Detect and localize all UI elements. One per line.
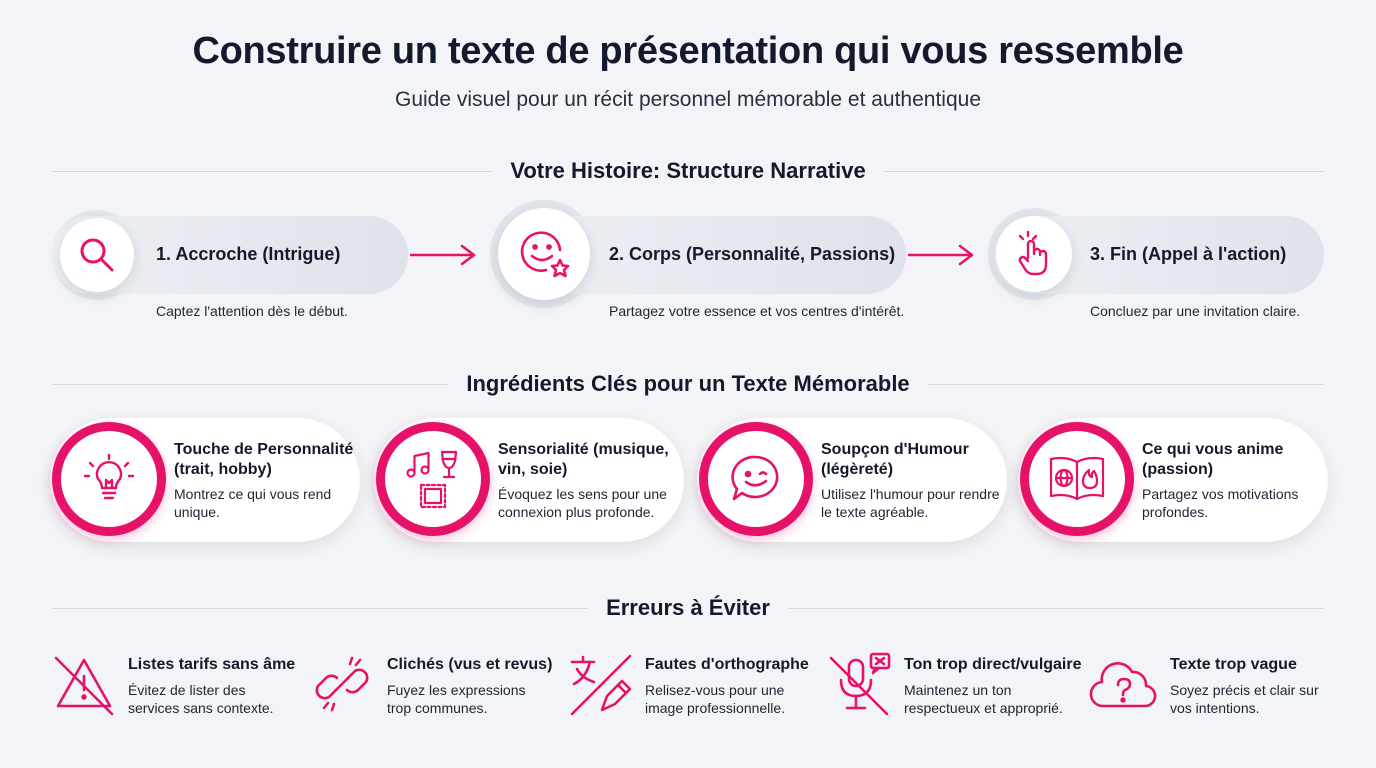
ingredient-title: Ce qui vous anime (passion) — [1142, 441, 1284, 478]
ingredient-card-personality: Touche de Personnalité (trait, hobby) Mo… — [50, 418, 360, 542]
errors-heading-label: Erreurs à Éviter — [606, 595, 770, 620]
ingredient-title: Sensorialité (musique, vin, soie) — [498, 441, 669, 478]
step-2-description: Partagez votre essence et vos centres d'… — [609, 303, 905, 319]
error-title: Ton trop direct/vulgaire — [904, 656, 1082, 673]
error-description: Relisez-vous pour une image professionne… — [645, 682, 786, 716]
open-book-icon — [1049, 456, 1105, 501]
step-3-title: 3. Fin (Appel à l'action) — [1090, 244, 1287, 264]
error-description: Fuyez les expressions trop communes. — [387, 682, 526, 716]
divider-right — [787, 607, 1324, 609]
page-title: Construire un texte de présentation qui … — [192, 30, 1184, 72]
ingredient-icon-ring — [699, 422, 813, 536]
ingredient-description: Évoquez les sens pour une connexion plus… — [498, 486, 667, 520]
tap-hand-icon — [1018, 230, 1048, 276]
ingredient-card-sensory: Sensorialité (musique, vin, soie) Évoque… — [374, 418, 684, 542]
ingredient-icon-ring — [52, 422, 166, 536]
error-description: Évitez de lister des services sans conte… — [128, 682, 274, 716]
step-2-title: 2. Corps (Personnalité, Passions) — [609, 244, 896, 264]
step-1-title: 1. Accroche (Intrigue) — [156, 244, 341, 264]
error-title: Listes tarifs sans âme — [128, 656, 296, 673]
step-3-description: Concluez par une invitation claire. — [1090, 303, 1301, 319]
step-1-icon-circle — [52, 210, 142, 300]
cloud-question-icon — [1089, 662, 1157, 708]
page-subtitle: Guide visuel pour un récit personnel mém… — [394, 88, 982, 111]
step-1-description: Captez l'attention dès le début. — [156, 303, 348, 319]
error-item-tone: Ton trop direct/vulgaire Maintenez un to… — [827, 652, 1087, 722]
ingredients-section-heading: Ingrédients Clés pour un Texte Mémorable — [52, 369, 1324, 399]
error-title: Texte trop vague — [1170, 656, 1297, 673]
magnifier-icon — [80, 238, 114, 272]
divider-left — [52, 383, 449, 385]
divider-right — [883, 170, 1324, 172]
ingredient-card-passion: Ce qui vous anime (passion) Partagez vos… — [1018, 418, 1328, 542]
divider-left — [52, 170, 493, 172]
ingredient-description: Partagez vos motivations profondes. — [1142, 486, 1299, 520]
ingredient-title: Soupçon d'Humour (légèreté) — [821, 441, 969, 478]
senses-icon — [406, 450, 458, 509]
narrative-heading-label: Votre Histoire: Structure Narrative — [510, 158, 866, 183]
lightbulb-icon — [83, 453, 135, 500]
ingredient-title: Touche de Personnalité (trait, hobby) — [174, 441, 354, 478]
narrative-section-heading: Votre Histoire: Structure Narrative — [52, 156, 1324, 186]
error-item-price-list: Listes tarifs sans âme Évitez de lister … — [52, 652, 302, 722]
error-item-spelling: Fautes d'orthographe Relisez-vous pour u… — [568, 652, 818, 722]
error-item-cliches: Clichés (vus et revus) Fuyez les express… — [310, 652, 560, 722]
step-3-icon-circle — [988, 208, 1080, 300]
error-title: Clichés (vus et revus) — [387, 656, 553, 673]
muted-mic-icon — [829, 652, 891, 716]
winking-chat-icon — [731, 455, 779, 501]
error-description: Soyez précis et clair sur vos intentions… — [1170, 682, 1319, 716]
arrow-1-icon — [410, 244, 476, 266]
divider-right — [927, 383, 1324, 385]
error-item-vague: Texte trop vague Soyez précis et clair s… — [1088, 652, 1324, 722]
ingredient-card-humour: Soupçon d'Humour (légèreté) Utilisez l'h… — [697, 418, 1007, 542]
step-2-icon-circle — [490, 200, 598, 308]
ingredient-icon-ring — [376, 422, 490, 536]
broken-link-icon — [315, 656, 369, 712]
error-title: Fautes d'orthographe — [645, 656, 809, 673]
ingredient-description: Utilisez l'humour pour rendre le texte a… — [821, 486, 1000, 520]
ingredient-icon-ring — [1020, 422, 1134, 536]
divider-left — [52, 607, 589, 609]
error-description: Maintenez un ton respectueux et appropri… — [904, 682, 1063, 716]
smiley-star-icon — [520, 231, 570, 278]
ingredient-description: Montrez ce qui vous rend unique. — [174, 486, 332, 520]
warning-crossed-icon — [54, 656, 114, 716]
ingredients-heading-label: Ingrédients Clés pour un Texte Mémorable — [466, 371, 910, 396]
errors-section-heading: Erreurs à Éviter — [52, 593, 1324, 623]
translate-pen-icon — [570, 654, 632, 716]
arrow-2-icon — [908, 244, 974, 266]
